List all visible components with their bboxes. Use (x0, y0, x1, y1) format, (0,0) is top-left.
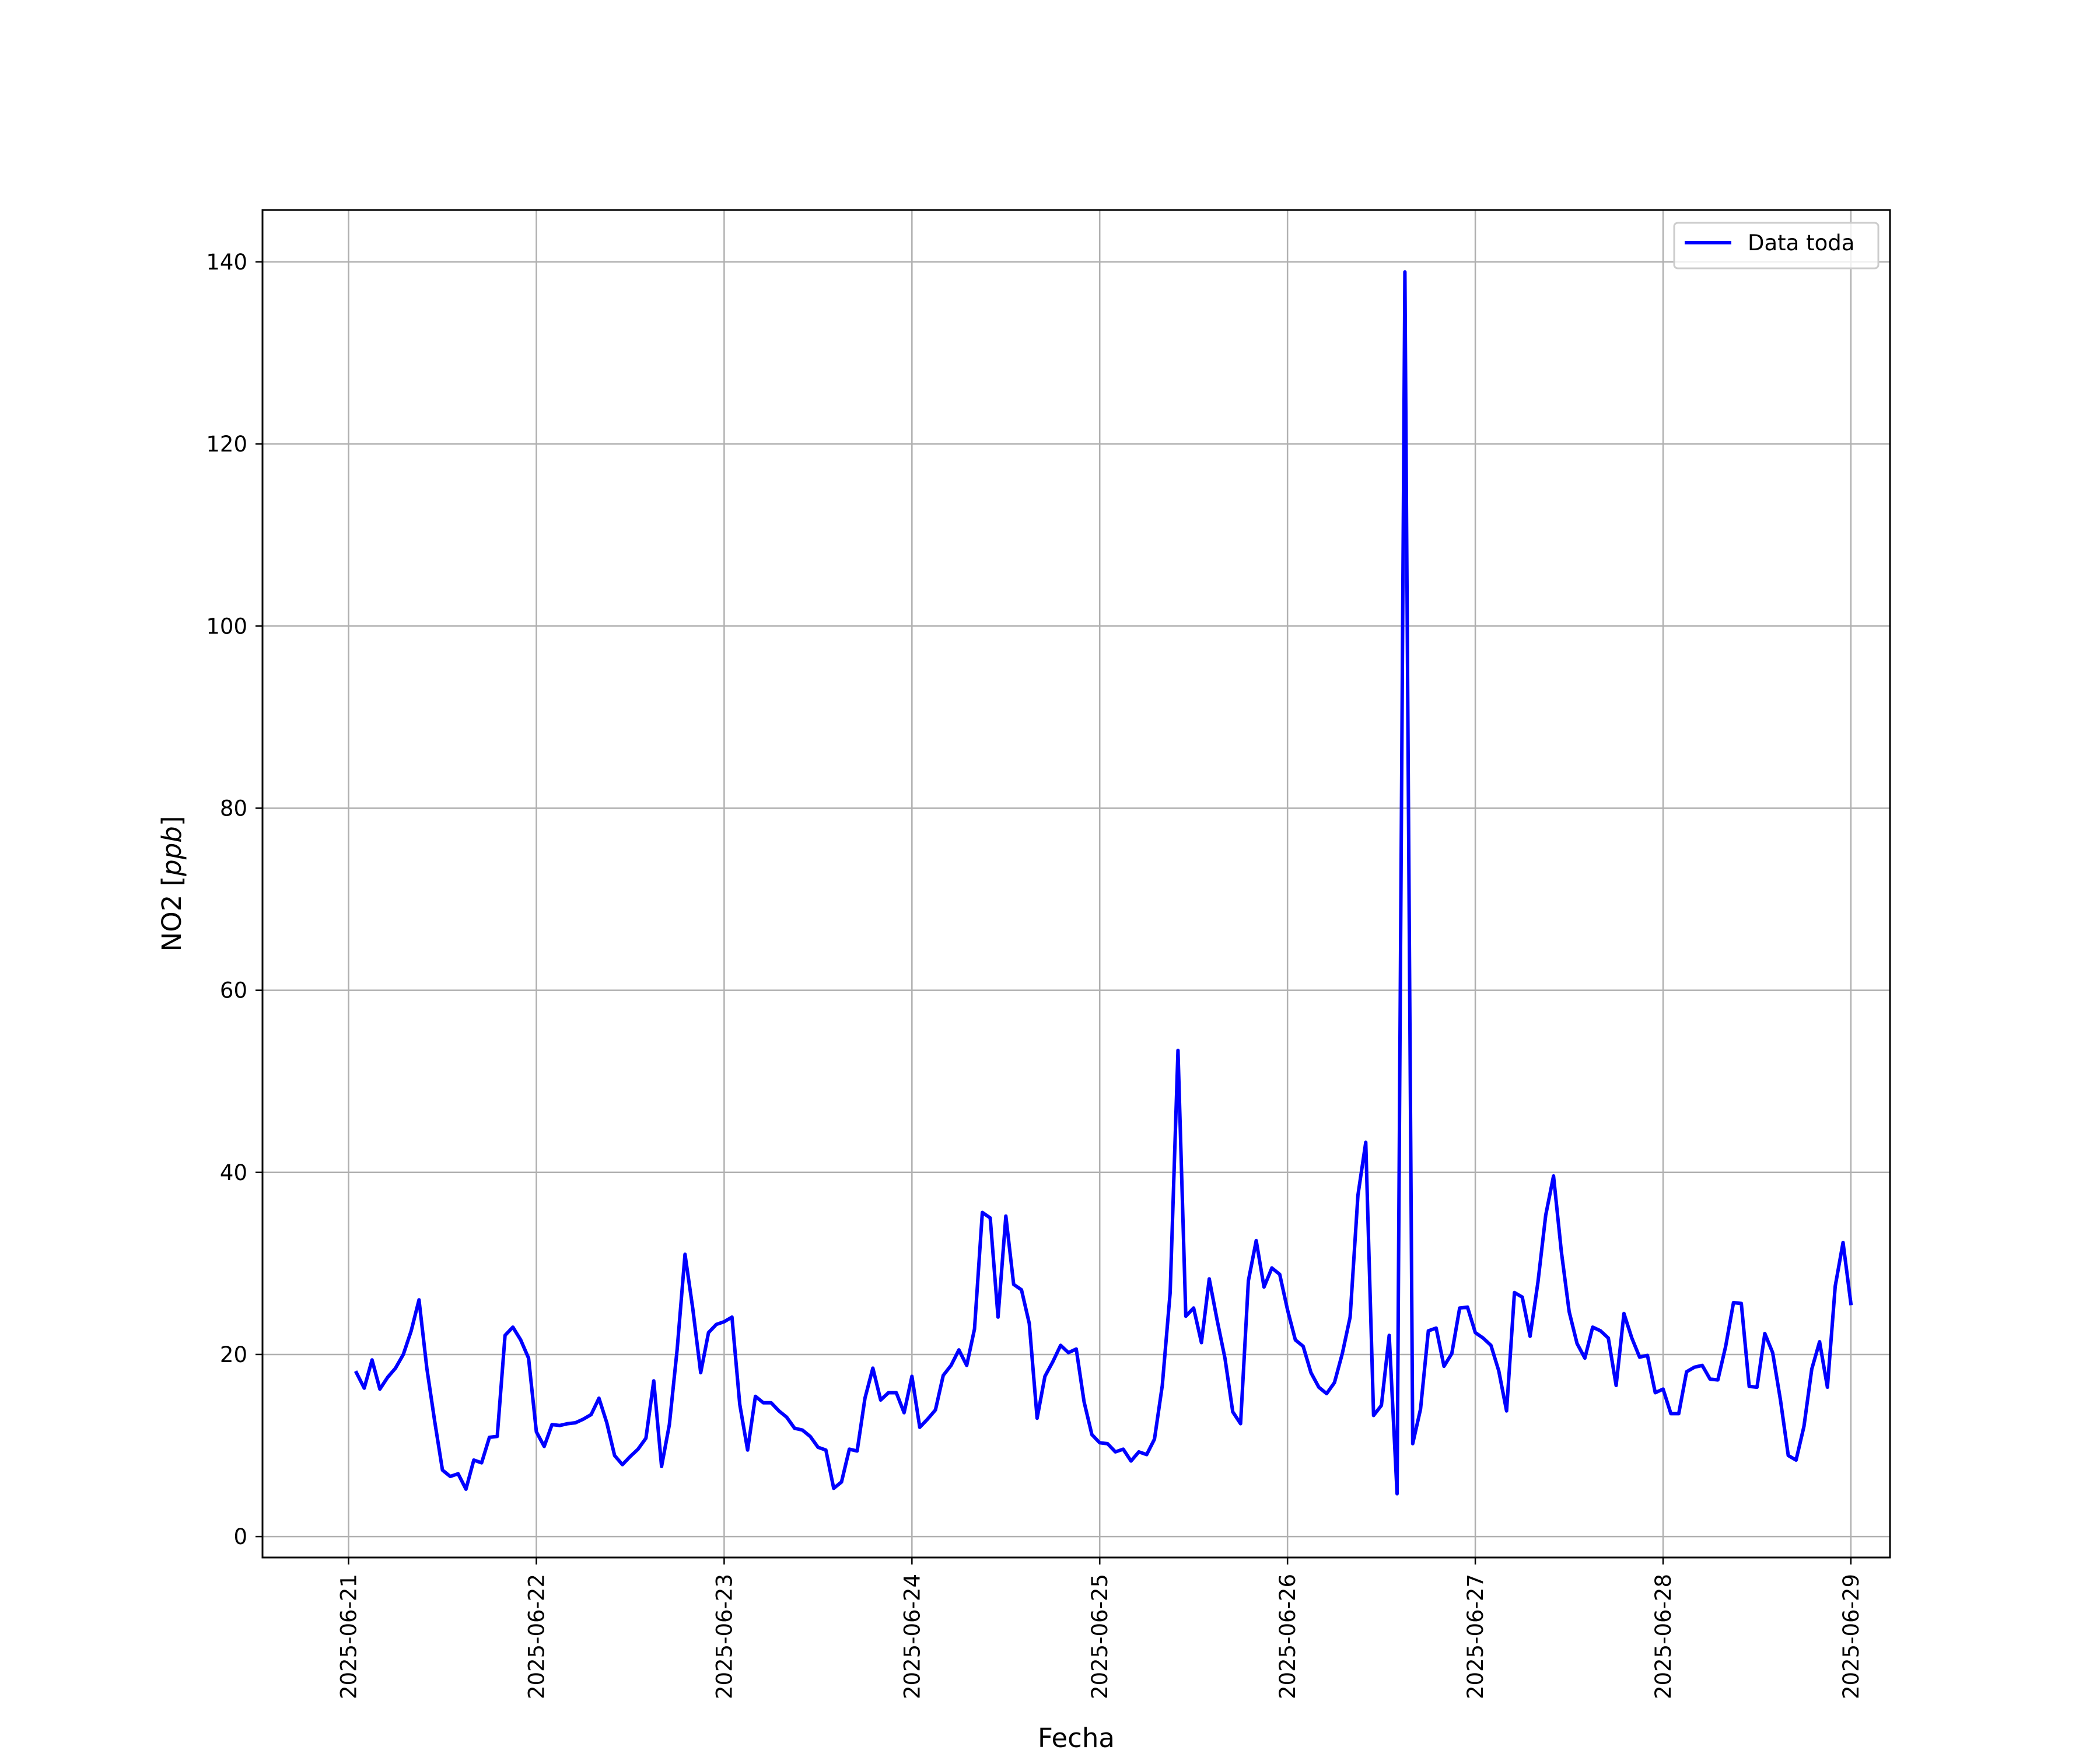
x-tick-label: 2025-06-28 (1651, 1574, 1676, 1699)
legend-box (1673, 222, 1880, 270)
series-layer (354, 270, 1853, 1496)
y-tick-label: 140 (206, 250, 247, 275)
x-tick-label: 2025-06-23 (712, 1574, 737, 1699)
y-axis-label: NO2 [ppb] (156, 816, 187, 952)
x-tick-label: 2025-06-27 (1463, 1574, 1488, 1699)
series-line-data-toda (354, 270, 1853, 1496)
plot-frame (261, 209, 1891, 1559)
legend-label-data-toda: Data toda (1748, 230, 1854, 256)
y-tick-label: 0 (233, 1524, 247, 1549)
x-tick-label: 2025-06-25 (1087, 1574, 1112, 1699)
y-axis: 0 20 40 60 80 100 120 140 (206, 250, 262, 1549)
y-tick-label: 40 (220, 1160, 247, 1185)
x-tick-label: 2025-06-26 (1275, 1574, 1300, 1699)
x-tick-label: 2025-06-21 (337, 1574, 362, 1699)
x-axis: 2025-06-21 2025-06-22 2025-06-23 2025-06-24… (337, 1558, 1864, 1699)
y-tick-label: 120 (206, 432, 247, 457)
legend: Data toda (1673, 222, 1880, 270)
y-tick-label: 100 (206, 614, 247, 639)
x-tick-label: 2025-06-24 (900, 1574, 925, 1699)
y-tick-label: 60 (220, 978, 247, 1003)
y-tick-label: 80 (220, 796, 247, 821)
x-axis-label: Fecha (1038, 1723, 1115, 1750)
y-tick-label: 20 (220, 1342, 247, 1367)
x-tick-label: 2025-06-29 (1839, 1574, 1864, 1699)
x-tick-label: 2025-06-22 (524, 1574, 549, 1699)
